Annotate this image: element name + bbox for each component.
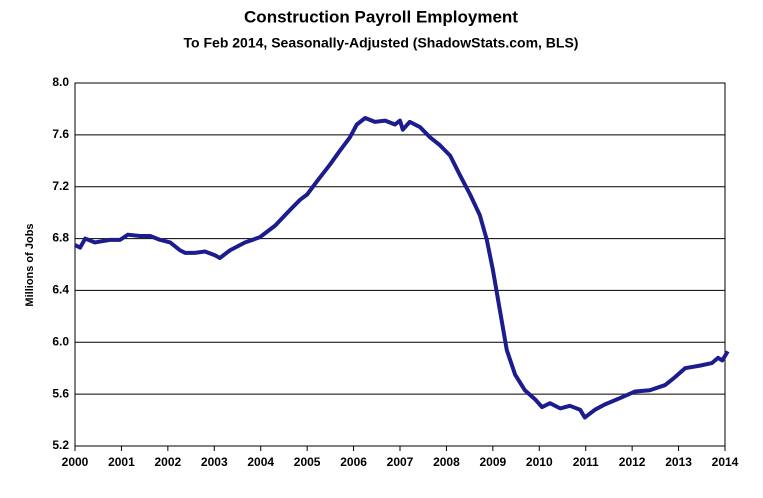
chart-subtitle: To Feb 2014, Seasonally-Adjusted (Shadow… bbox=[184, 35, 579, 51]
x-tick-label: 2001 bbox=[108, 455, 135, 469]
y-tick-label: 5.2 bbox=[52, 438, 69, 452]
y-tick-label: 5.6 bbox=[52, 386, 69, 400]
y-axis-label: Millions of Jobs bbox=[24, 223, 36, 306]
x-tick-label: 2007 bbox=[387, 455, 414, 469]
plot-border bbox=[74, 82, 726, 447]
y-tick-label: 6.0 bbox=[52, 334, 69, 348]
data-line bbox=[74, 116, 730, 420]
x-tick-label: 2003 bbox=[201, 455, 228, 469]
x-tick-label: 2009 bbox=[480, 455, 507, 469]
x-tick-label: 2013 bbox=[665, 455, 692, 469]
y-tick-label: 8.0 bbox=[52, 75, 69, 89]
y-tick-label: 7.6 bbox=[52, 127, 69, 141]
x-tick-label: 2002 bbox=[155, 455, 182, 469]
x-tick-label: 2010 bbox=[526, 455, 553, 469]
chart-title: Construction Payroll Employment bbox=[244, 7, 518, 26]
y-tick-label: 6.4 bbox=[52, 283, 69, 297]
x-tick-label: 2008 bbox=[433, 455, 460, 469]
x-tick-label: 2006 bbox=[340, 455, 367, 469]
y-tick-label: 6.8 bbox=[52, 231, 69, 245]
y-tick-label: 7.2 bbox=[52, 179, 69, 193]
x-tick-label: 2005 bbox=[294, 455, 321, 469]
x-tick-label: 2014 bbox=[712, 455, 739, 469]
x-tick-label: 2011 bbox=[573, 455, 599, 469]
x-tick-label: 2004 bbox=[247, 455, 274, 469]
x-tick-label: 2000 bbox=[62, 455, 89, 469]
x-tick-label: 2012 bbox=[619, 455, 646, 469]
